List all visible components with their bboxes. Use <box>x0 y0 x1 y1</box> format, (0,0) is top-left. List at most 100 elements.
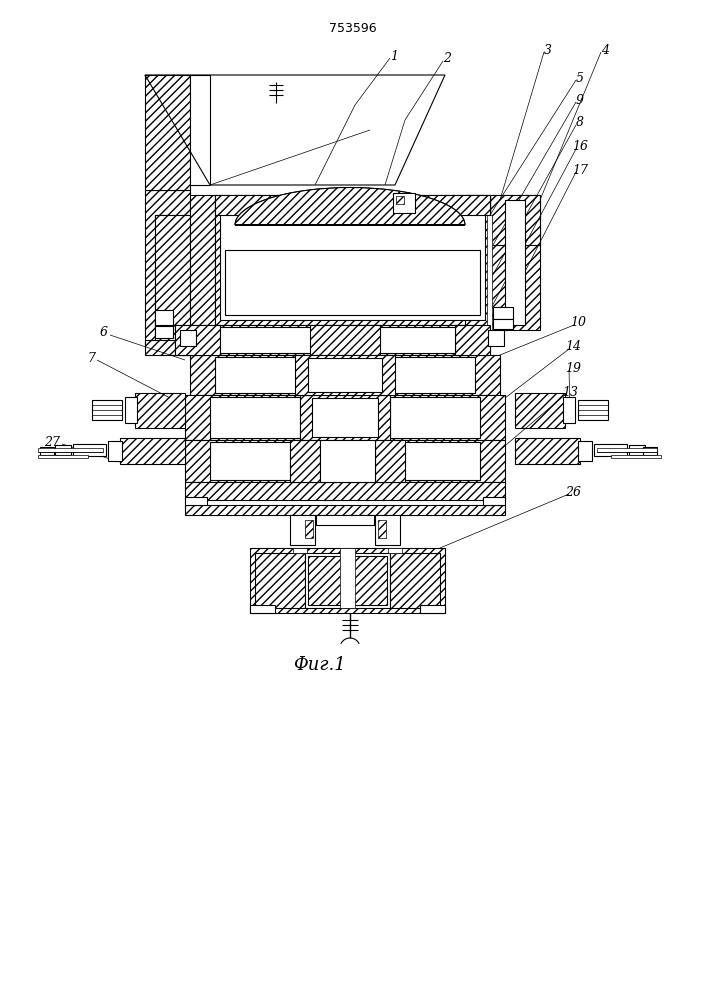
Bar <box>108 441 122 461</box>
Bar <box>190 355 500 395</box>
Bar <box>175 325 220 355</box>
Bar <box>400 442 480 480</box>
Bar <box>300 395 390 440</box>
Bar <box>578 441 592 461</box>
Text: 6: 6 <box>100 326 108 340</box>
Bar <box>220 327 455 353</box>
Bar <box>185 395 505 440</box>
Bar <box>629 445 645 455</box>
Bar <box>611 455 661 458</box>
Bar <box>38 448 103 452</box>
Bar <box>210 397 300 438</box>
Bar <box>180 330 196 346</box>
Bar <box>493 319 513 329</box>
Bar <box>215 357 475 393</box>
Bar <box>290 515 315 545</box>
Bar <box>293 548 307 553</box>
Polygon shape <box>145 190 190 345</box>
Bar <box>185 482 505 500</box>
Bar <box>515 438 580 464</box>
Bar <box>305 520 313 538</box>
Text: 26: 26 <box>565 486 581 498</box>
Text: 13: 13 <box>562 385 578 398</box>
Bar <box>310 325 380 355</box>
Bar <box>255 553 305 608</box>
Bar <box>493 307 513 319</box>
Text: 4: 4 <box>601 43 609 56</box>
Bar <box>597 448 657 452</box>
Bar <box>393 193 415 213</box>
Text: 753596: 753596 <box>329 21 377 34</box>
Bar <box>312 398 378 437</box>
Bar <box>135 393 185 428</box>
Bar <box>125 397 137 423</box>
Bar <box>305 553 390 608</box>
Bar <box>290 440 320 482</box>
Bar <box>490 195 540 330</box>
Bar <box>487 215 492 330</box>
Text: 8: 8 <box>576 116 584 129</box>
Polygon shape <box>145 75 190 190</box>
Text: 9: 9 <box>576 94 584 106</box>
Bar <box>643 447 657 455</box>
Bar <box>578 400 608 420</box>
Bar <box>515 393 565 428</box>
Bar <box>594 444 627 456</box>
Bar <box>40 447 54 455</box>
Bar <box>308 358 382 392</box>
Polygon shape <box>190 75 210 185</box>
Text: 17: 17 <box>572 163 588 176</box>
Bar <box>145 340 195 355</box>
Text: 5: 5 <box>576 72 584 85</box>
Bar <box>320 440 375 482</box>
Bar <box>55 445 71 455</box>
Bar <box>316 515 374 525</box>
Bar <box>250 605 275 613</box>
Bar <box>378 520 386 538</box>
Bar <box>375 515 400 545</box>
Bar <box>396 196 404 204</box>
Bar <box>210 442 290 480</box>
Bar <box>483 497 505 505</box>
Polygon shape <box>235 188 465 225</box>
Bar <box>73 444 106 456</box>
Bar <box>375 440 405 482</box>
Bar <box>175 325 490 355</box>
Bar <box>92 400 122 420</box>
Text: 7: 7 <box>87 352 95 364</box>
Bar <box>563 397 575 423</box>
Bar <box>155 326 173 338</box>
Text: Φиг.1: Φиг.1 <box>293 656 346 674</box>
Bar <box>38 455 88 458</box>
Bar <box>250 548 445 613</box>
Bar <box>390 553 440 608</box>
Bar <box>220 200 485 320</box>
Bar <box>340 548 355 608</box>
Text: 2: 2 <box>443 52 451 66</box>
Bar <box>455 325 490 355</box>
Text: 14: 14 <box>565 340 581 354</box>
Bar <box>308 556 387 605</box>
Bar <box>390 397 480 438</box>
Bar <box>155 310 173 325</box>
Text: 3: 3 <box>544 43 552 56</box>
Bar <box>465 195 490 330</box>
Polygon shape <box>145 75 445 185</box>
Bar <box>388 548 402 553</box>
Bar <box>155 215 190 345</box>
Bar <box>185 440 505 482</box>
Polygon shape <box>215 195 490 215</box>
Bar <box>505 200 525 325</box>
Bar <box>420 605 445 613</box>
Text: 1: 1 <box>390 49 398 62</box>
Text: 27: 27 <box>44 436 60 448</box>
Text: 16: 16 <box>572 140 588 153</box>
Bar <box>225 250 480 315</box>
Bar <box>295 355 395 395</box>
Bar <box>488 330 504 346</box>
Bar <box>490 195 540 245</box>
Bar <box>185 497 207 505</box>
Text: 10: 10 <box>570 316 586 330</box>
Text: 19: 19 <box>565 361 581 374</box>
Bar <box>185 505 505 515</box>
